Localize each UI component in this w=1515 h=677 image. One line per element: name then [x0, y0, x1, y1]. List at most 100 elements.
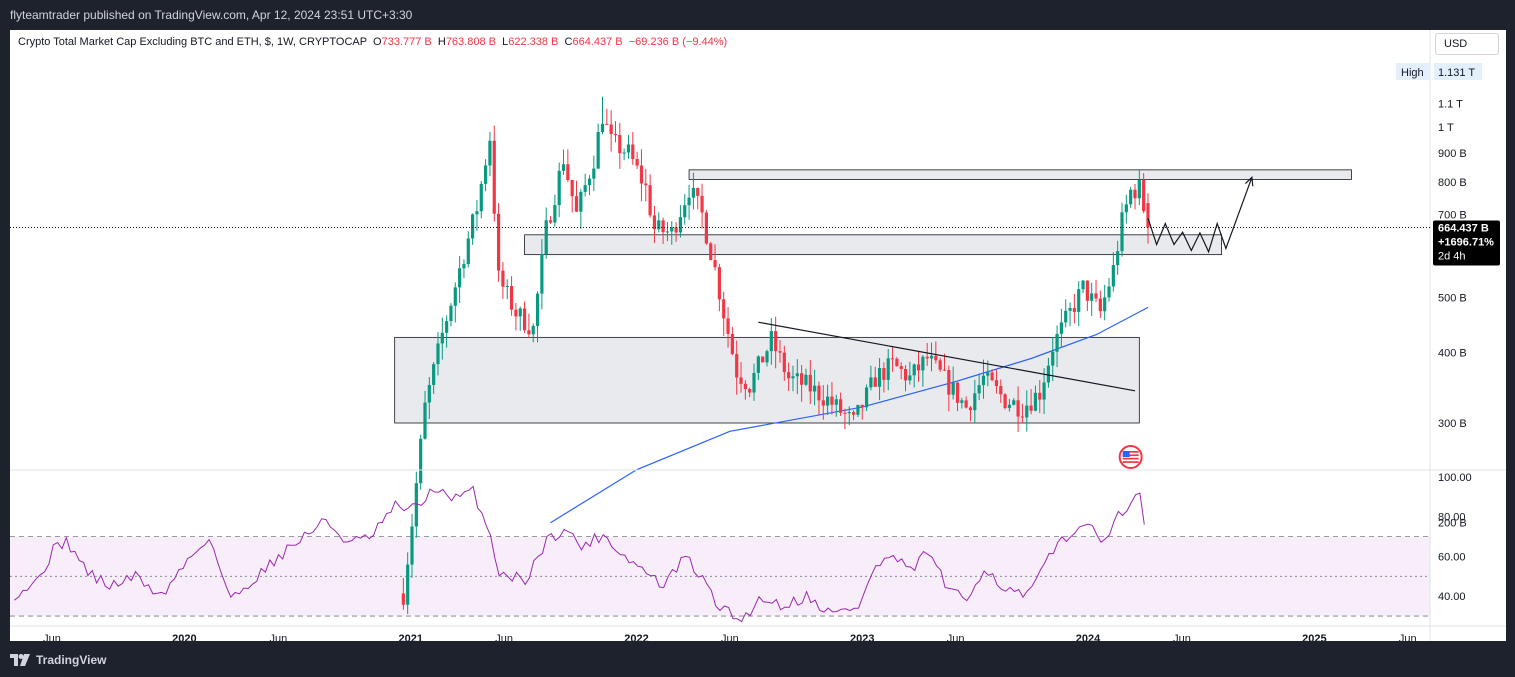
candle-up[interactable] — [752, 363, 756, 401]
candle-up[interactable] — [847, 406, 851, 426]
candle-down[interactable] — [570, 179, 574, 213]
chart-area[interactable]: 200 B 300 B 400 B 500 B 700 B 800 B 900 B 1 T 1.… — [10, 30, 1506, 641]
candle-down[interactable] — [739, 362, 743, 393]
candle-up[interactable] — [622, 148, 626, 161]
candle-up[interactable] — [1068, 302, 1072, 327]
candle-down[interactable] — [916, 351, 921, 383]
candle-down[interactable] — [808, 360, 812, 405]
candle-up[interactable] — [462, 259, 466, 279]
candle-down[interactable] — [890, 346, 895, 372]
candle-up[interactable] — [410, 513, 414, 578]
candle-down[interactable] — [882, 362, 886, 393]
candle-up[interactable] — [1120, 202, 1124, 257]
candle-up[interactable] — [1051, 337, 1055, 382]
candle-up[interactable] — [1107, 278, 1111, 302]
candle-down[interactable] — [925, 342, 929, 366]
candle-down[interactable] — [748, 387, 752, 398]
candle-down[interactable] — [1085, 280, 1089, 311]
candle-up[interactable] — [869, 365, 873, 391]
candle-down[interactable] — [492, 125, 496, 222]
candle-up[interactable] — [488, 131, 492, 177]
candle-down[interactable] — [674, 222, 678, 242]
candle-up[interactable] — [479, 181, 483, 219]
candle-down[interactable] — [717, 263, 721, 312]
candle-up[interactable] — [423, 390, 427, 440]
candle-up[interactable] — [518, 306, 522, 331]
candle-down[interactable] — [401, 578, 405, 610]
candle-up[interactable] — [553, 194, 557, 227]
currency-button[interactable]: USD — [1435, 33, 1499, 55]
candle-down[interactable] — [722, 291, 726, 337]
candle-up[interactable] — [886, 349, 890, 391]
candle-up[interactable] — [432, 361, 436, 394]
candle-up[interactable] — [458, 256, 462, 303]
candle-down[interactable] — [509, 276, 514, 316]
candle-up[interactable] — [856, 404, 860, 418]
candle-down[interactable] — [496, 203, 501, 282]
candle-down[interactable] — [994, 369, 999, 394]
descending-trendline[interactable] — [758, 321, 1136, 392]
candle-up[interactable] — [1012, 398, 1016, 406]
candle-up[interactable] — [951, 366, 955, 400]
candle-down[interactable] — [778, 340, 782, 363]
candle-up[interactable] — [475, 200, 479, 231]
candle-up[interactable] — [981, 359, 986, 399]
candle-up[interactable] — [1033, 385, 1038, 412]
zone-rectangle[interactable] — [688, 169, 1352, 180]
candle-up[interactable] — [587, 175, 592, 196]
candle-down[interactable] — [800, 365, 804, 402]
candle-up[interactable] — [826, 384, 830, 415]
candle-up[interactable] — [561, 149, 566, 175]
candle-up[interactable] — [977, 373, 981, 401]
candle-down[interactable] — [761, 356, 765, 363]
candle-down[interactable] — [1094, 279, 1098, 303]
candle-up[interactable] — [440, 317, 444, 360]
candle-down[interactable] — [1016, 386, 1020, 432]
candle-down[interactable] — [635, 151, 639, 170]
candle-up[interactable] — [765, 349, 769, 367]
candle-up[interactable] — [445, 315, 449, 348]
candle-down[interactable] — [501, 262, 505, 299]
candle-up[interactable] — [657, 212, 661, 233]
candle-up[interactable] — [756, 355, 760, 381]
candle-down[interactable] — [955, 382, 960, 412]
candle-down[interactable] — [639, 149, 644, 202]
candle-down[interactable] — [613, 121, 618, 143]
candle-down[interactable] — [964, 396, 968, 409]
candle-down[interactable] — [574, 180, 579, 213]
candle-up[interactable] — [687, 184, 691, 220]
candle-up[interactable] — [427, 377, 431, 419]
candle-up[interactable] — [986, 360, 990, 387]
candle-down[interactable] — [1029, 389, 1033, 415]
candle-down[interactable] — [514, 303, 518, 331]
candle-up[interactable] — [505, 279, 509, 300]
candle-up[interactable] — [436, 331, 440, 376]
tradingview-logo[interactable]: TradingView — [10, 653, 106, 667]
candle-up[interactable] — [1090, 282, 1094, 316]
candle-down[interactable] — [609, 110, 613, 152]
candle-up[interactable] — [683, 194, 687, 225]
candle-down[interactable] — [934, 341, 938, 364]
candle-up[interactable] — [795, 359, 799, 394]
candle-up[interactable] — [877, 358, 882, 401]
candle-up[interactable] — [453, 282, 457, 323]
candle-up[interactable] — [414, 471, 418, 538]
candle-up[interactable] — [1103, 284, 1107, 321]
candle-down[interactable] — [652, 205, 657, 243]
candle-up[interactable] — [1129, 186, 1133, 208]
candle-down[interactable] — [947, 365, 951, 412]
candle-down[interactable] — [895, 357, 899, 367]
candle-down[interactable] — [709, 241, 713, 261]
candle-down[interactable] — [1038, 380, 1042, 413]
candle-down[interactable] — [522, 301, 527, 333]
candle-down[interactable] — [527, 313, 531, 339]
candle-down[interactable] — [899, 362, 903, 380]
chart-canvas[interactable]: 200 B 300 B 400 B 500 B 700 B 800 B 900 B 1 T 1.… — [10, 30, 1506, 641]
candle-down[interactable] — [873, 366, 877, 388]
candle-up[interactable] — [678, 205, 683, 238]
candle-up[interactable] — [1124, 194, 1128, 224]
candle-up[interactable] — [1081, 279, 1085, 294]
candle-down[interactable] — [860, 404, 864, 420]
candle-down[interactable] — [1072, 293, 1076, 324]
candle-up[interactable] — [540, 239, 544, 310]
